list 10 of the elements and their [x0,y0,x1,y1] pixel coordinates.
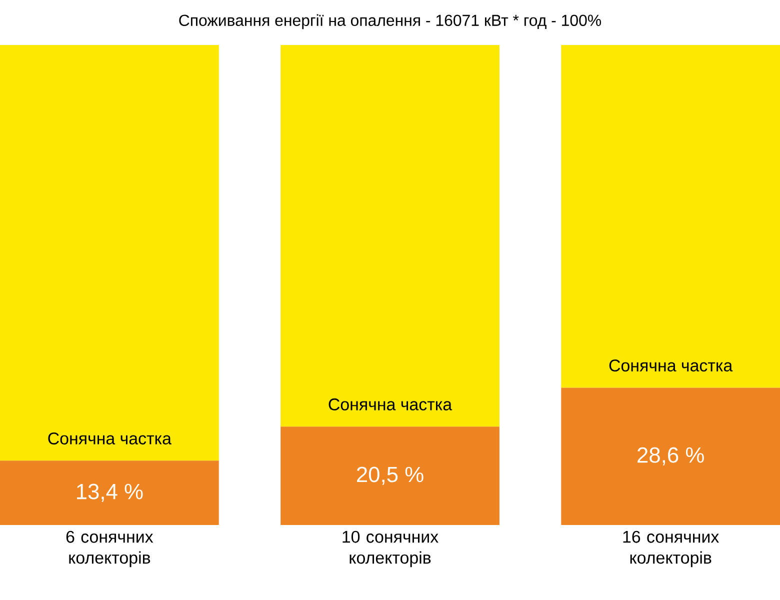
annotation: Сонячна частка [48,432,172,444]
chart-title: Споживання енергії на опалення - 16071 кВт * год - 100% [179,14,602,30]
x-tick-label: 6 сонячних колекторів [66,530,154,568]
data-label: 13,4 % [76,484,143,502]
x-tick-label: 10 сонячних колекторів [342,530,438,568]
data-label: 28,6 % [638,447,704,466]
annotation: Сонячна частка [328,398,452,410]
annotation: Сонячна частка [609,360,733,372]
x-tick-label: 16 сонячних колекторів [623,530,719,568]
data-label: 20,5 % [357,466,424,485]
